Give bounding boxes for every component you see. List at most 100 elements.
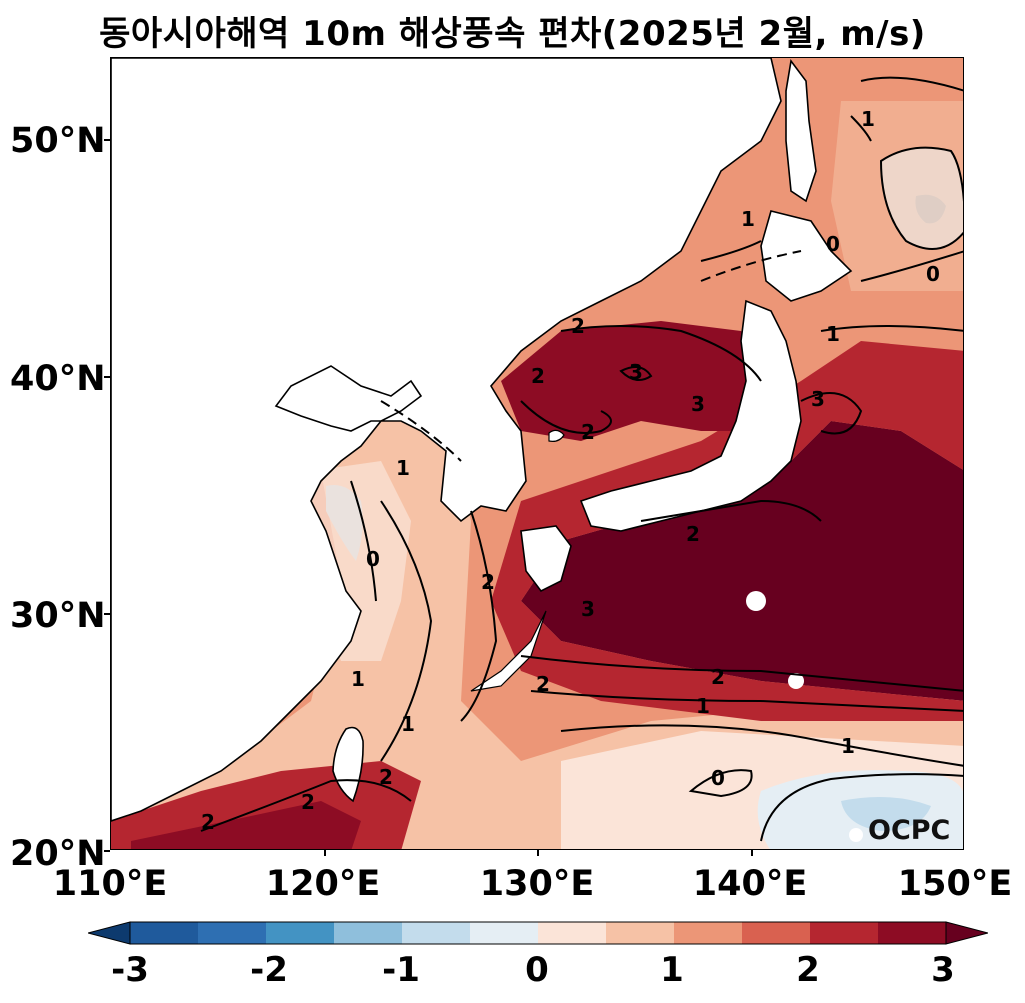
contour-line [700,240,762,262]
contour-label: 0 [366,547,380,571]
field-band-2to3 [491,341,963,721]
field-band-1to2 [111,381,963,849]
y-tick-mark [104,613,110,615]
contour-label: 2 [711,665,725,689]
x-tick-150E: 150°E [897,864,1013,904]
colorbar-segment [334,922,403,944]
contour-line [520,400,612,434]
contour-label: 2 [571,314,585,338]
contour-label: 2 [531,364,545,388]
colorbar-label: -1 [382,950,420,990]
land-islet [746,591,766,611]
x-tick-mark [537,850,539,856]
land-hokkaido [760,210,853,302]
contour-label: 2 [536,672,550,696]
x-tick-mark [751,850,753,856]
y-tick-30N: 30°N [10,596,106,636]
contour-label: 1 [826,322,840,346]
contour-line-dashed [380,400,462,462]
contour-line [879,146,963,250]
field-ne-pale [831,101,963,291]
contour-line [850,115,872,142]
contour-label: 2 [301,790,315,814]
contour-label: 1 [696,694,710,718]
colorbar-frame [129,921,947,945]
contour-line [640,499,822,522]
colorbar-segment [470,922,539,944]
land-jeju [548,429,565,442]
contour-line [820,325,963,332]
field-negative-se-inner [841,797,931,831]
land-islet [788,673,804,689]
map-panel: 2 1 1 0 1 2 1 0 0 1 1 2 3 3 2 2 3 3 2 2 [110,57,964,850]
colorbar-extend-max [945,921,988,945]
contour-line [560,724,963,767]
contour-line [860,76,963,92]
wind-anomaly-map: 2 1 1 0 1 2 1 0 0 1 1 2 3 3 2 2 3 3 2 2 [111,58,963,849]
contour-lines-dashed [380,250,802,462]
chart-title: 동아시아해역 10m 해상풍속 편차(2025년 2월, m/s) [99,14,926,54]
contour-label: 1 [841,734,855,758]
contour-label: 3 [581,597,595,621]
contour-label: 2 [481,570,495,594]
contour-labels: 2 1 1 0 1 2 1 0 0 1 1 2 3 3 2 2 3 3 2 2 [201,107,940,834]
contour-label: 2 [581,420,595,444]
field-sw-gt3 [131,801,361,849]
colorbar-label: -3 [111,950,149,990]
contour-label: 2 [201,810,215,834]
contour-label: 3 [691,392,705,416]
contour-line [350,480,377,602]
ocpc-watermark: OCPC [868,815,951,846]
contour-label: 3 [629,360,643,384]
colorbar-segment [130,922,199,944]
colorbar-segment [266,922,335,944]
y-tick-mark [104,139,110,141]
x-tick-mark [324,850,326,856]
colorbar-label: 1 [660,950,684,990]
colorbar-segment [538,922,607,944]
land-kyushu [520,525,572,593]
colorbar-segment [606,922,675,944]
contour-label: 0 [826,232,840,256]
colorbar-segment [810,922,879,944]
colorbar-segment [402,922,471,944]
contour-line [688,769,753,798]
contour-label: 1 [401,712,415,736]
colorbar-segment [198,922,267,944]
colorbar-label: 3 [931,950,955,990]
contour-label: 1 [861,107,875,131]
colorbar-extend-min [88,921,131,945]
contour-line [460,510,498,722]
colorbar [88,921,988,945]
y-tick-20N: 20°N [10,834,106,874]
contour-line [560,325,762,382]
contour-label: 0 [926,262,940,286]
x-tick-110E: 110°E [52,864,168,904]
contour-label: 1 [741,207,755,231]
y-tick-mark [104,376,110,378]
field-core-gt3 [521,421,963,701]
x-tick-140E: 140°E [692,864,808,904]
land-islet [849,828,863,842]
y-tick-mark [104,850,110,852]
contour-line-dashed [700,250,802,282]
land-asia-mainland [111,58,782,822]
contour-lines [200,76,963,842]
contour-line [380,500,433,762]
contour-label: 2 [686,522,700,546]
land-japan-honshu [579,299,802,532]
colorbar-label: 0 [525,950,549,990]
contour-label: 3 [811,387,825,411]
contour-label: 2 [379,765,393,789]
contour-label: 1 [396,456,410,480]
contour-line [530,690,963,712]
field-eastsea-gt3 [501,321,781,441]
x-tick-130E: 130°E [479,864,595,904]
y-tick-50N: 50°N [10,121,106,161]
contour-line [200,779,412,832]
colorbar-segment [878,922,947,944]
contour-line [520,655,963,692]
colorbar-label: 2 [796,950,820,990]
colorbar-label: -2 [250,950,288,990]
contour-label: 1 [351,667,365,691]
